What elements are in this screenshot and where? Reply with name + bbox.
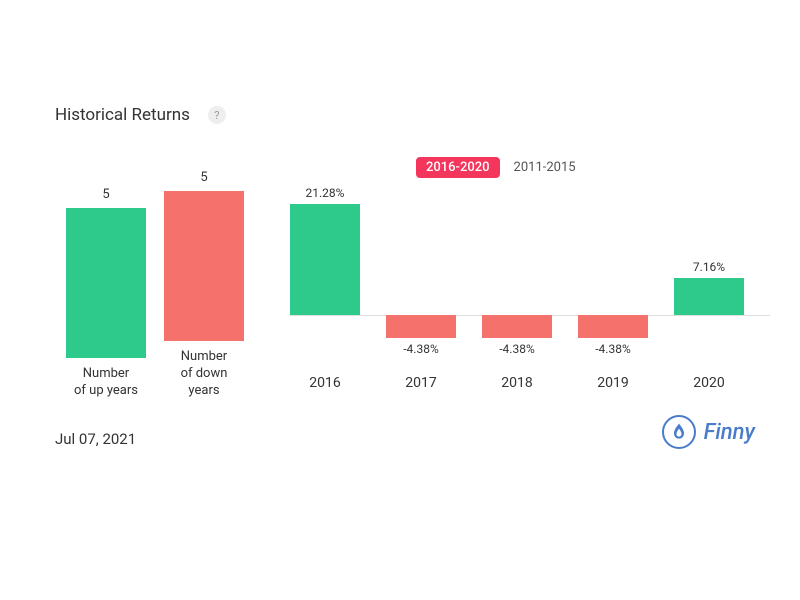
legend-tab-inactive[interactable]: 2011-2015 (514, 160, 576, 175)
year-label: 2020 (674, 375, 744, 391)
summary-up-bar (66, 208, 146, 358)
as-of-date: Jul 07, 2021 (55, 430, 136, 448)
year-col-2016: 21.28% 2016 (290, 180, 360, 390)
year-bar (290, 204, 360, 315)
help-icon[interactable]: ? (208, 106, 226, 124)
year-bar (578, 315, 648, 338)
year-value: 7.16% (674, 260, 744, 274)
brand: Finny (662, 415, 755, 449)
page-title: Historical Returns (55, 105, 190, 125)
year-label: 2018 (482, 375, 552, 391)
title-row: Historical Returns ? (55, 105, 226, 125)
summary-up-col: 5 Number of up years (66, 187, 146, 400)
summary-up-value: 5 (102, 187, 109, 202)
year-col-2020: 7.16% 2020 (674, 180, 744, 390)
summary-up-label: Number of up years (74, 366, 138, 400)
flame-icon (669, 422, 689, 442)
brand-name: Finny (704, 420, 755, 445)
year-col-2018: -4.38% 2018 (482, 180, 552, 390)
year-col-2017: -4.38% 2017 (386, 180, 456, 390)
year-bar (482, 315, 552, 338)
year-value: -4.38% (386, 342, 456, 356)
year-col-2019: -4.38% 2019 (578, 180, 648, 390)
returns-chart: 21.28% 2016 -4.38% 2017 -4.38% 2018 -4.38% 2019… (290, 180, 770, 390)
year-label: 2016 (290, 375, 360, 391)
year-label: 2019 (578, 375, 648, 391)
summary-down-col: 5 Number of down years (164, 170, 244, 400)
year-bar (386, 315, 456, 338)
brand-logo-icon (662, 415, 696, 449)
year-label: 2017 (386, 375, 456, 391)
legend-tab-active[interactable]: 2016-2020 (416, 157, 500, 178)
summary-down-bar (164, 191, 244, 341)
summary-down-value: 5 (200, 170, 207, 185)
year-value: -4.38% (482, 342, 552, 356)
summary-down-label: Number of down years (164, 349, 244, 400)
summary-chart: 5 Number of up years 5 Number of down ye… (55, 200, 255, 400)
legend: 2016-2020 2011-2015 (416, 157, 576, 178)
year-value: 21.28% (290, 186, 360, 200)
year-value: -4.38% (578, 342, 648, 356)
year-bar (674, 278, 744, 315)
